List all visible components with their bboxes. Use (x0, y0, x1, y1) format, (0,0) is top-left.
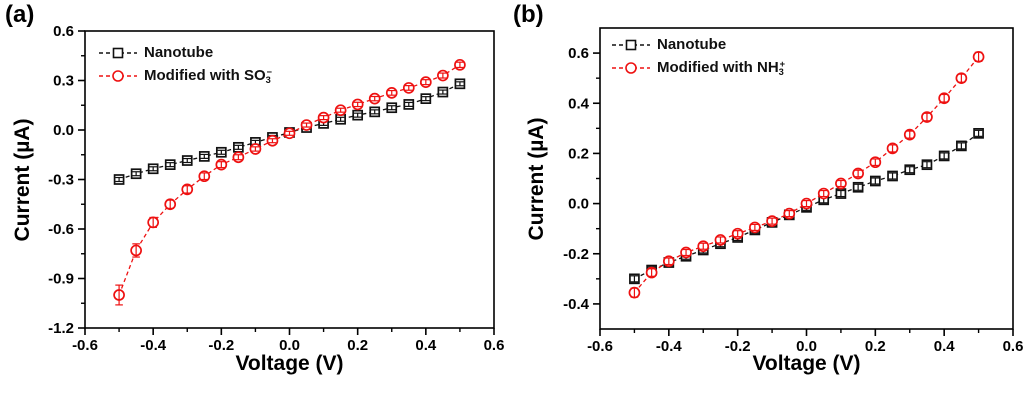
x-tick-label: -0.6 (72, 337, 98, 354)
series-markers (113, 58, 466, 301)
y-axis-ticks-b: -0.4 -0.2 0.0 0.2 0.4 0.6 (563, 45, 600, 313)
legend-label-a-nanotube: Nanotube (144, 44, 214, 61)
y-tick-label: -0.2 (563, 246, 589, 263)
series-line (634, 132, 979, 280)
y-tick-label: 0.0 (568, 196, 589, 213)
legend-entry-b-nanotube: Nanotube (612, 33, 785, 56)
series-error-bars (115, 61, 464, 306)
y-tick-label: 0.3 (53, 73, 74, 90)
x-axis-ticks-a: -0.6 -0.4 -0.2 0.0 0.2 0.4 0.6 (72, 328, 504, 354)
dashed-line-circle-marker-icon (612, 61, 650, 74)
legend-entry-a-so3: Modified with SO3− (99, 64, 272, 87)
x-tick-label: -0.2 (208, 337, 234, 354)
x-tick-label: -0.4 (140, 337, 167, 354)
y-tick-label: 0.6 (53, 23, 74, 40)
chart-b: -0.6 -0.4 -0.2 0.0 0.2 0.4 0.6 -0.4 -0.2 0.0 0.2 0.… (563, 27, 1023, 355)
panel-label-b: (b) (513, 1, 544, 28)
y-tick-label: -0.6 (48, 221, 74, 238)
y-tick-label: 0.4 (568, 95, 590, 112)
legend-b: Nanotube Modified with NH3+ (612, 33, 785, 79)
x-axis-label-a: Voltage (V) (235, 352, 344, 375)
y-tick-label: 0.2 (568, 145, 589, 162)
x-tick-label: 0.2 (865, 338, 886, 355)
legend-entry-a-nanotube: Nanotube (99, 41, 272, 64)
y-tick-label: 0.6 (568, 45, 589, 62)
x-tick-label: 0.0 (796, 338, 817, 355)
x-axis-ticks-b: -0.6 -0.4 -0.2 0.0 0.2 0.4 0.6 (587, 329, 1023, 355)
series-b-1 (628, 50, 985, 299)
y-axis-label-b: Current (µA) (525, 117, 548, 241)
x-tick-label: 0.4 (415, 337, 437, 354)
x-tick-label: -0.6 (587, 338, 613, 355)
y-tick-label: -0.3 (48, 172, 74, 189)
legend-label-a-so3: Modified with SO3− (144, 66, 273, 85)
x-tick-label: 0.4 (934, 338, 956, 355)
legend-a: Nanotube Modified with SO3− (99, 41, 272, 87)
dashed-line-square-marker-icon (99, 47, 137, 58)
x-tick-label: 0.6 (484, 337, 505, 354)
y-axis-label-a: Current (µA) (11, 118, 34, 242)
x-tick-label: -0.2 (725, 338, 751, 355)
legend-label-b-nanotube: Nanotube (657, 36, 727, 53)
x-tick-label: 0.0 (279, 337, 300, 354)
y-tick-label: -1.2 (48, 320, 74, 337)
legend-label-b-nh3: Modified with NH3+ (657, 58, 786, 77)
series-a-1 (113, 58, 466, 306)
dashed-line-circle-marker-icon (99, 69, 137, 82)
x-tick-label: 0.6 (1003, 338, 1024, 355)
x-axis-label-b: Voltage (V) (752, 352, 861, 375)
y-tick-label: -0.4 (563, 296, 590, 313)
chart-a: -0.6 -0.4 -0.2 0.0 0.2 0.4 0.6 -1.2 -0.9 -0.6 -0.3… (48, 23, 504, 354)
y-tick-label: -0.9 (48, 271, 74, 288)
legend-entry-b-nh3: Modified with NH3+ (612, 56, 785, 79)
dashed-line-square-marker-icon (612, 39, 650, 50)
panel-label-a: (a) (5, 1, 35, 28)
x-tick-label: 0.2 (347, 337, 368, 354)
x-tick-label: -0.4 (656, 338, 683, 355)
y-axis-ticks-a: -1.2 -0.9 -0.6 -0.3 0.0 0.3 0.6 (48, 23, 85, 337)
series-error-bars (630, 51, 983, 298)
y-tick-label: 0.0 (53, 122, 74, 139)
